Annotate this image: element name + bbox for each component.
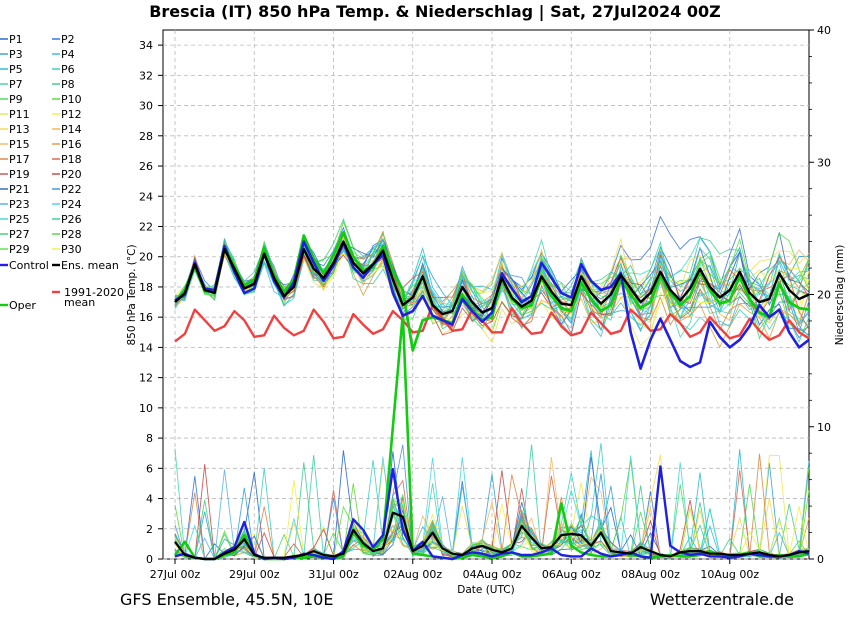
legend-label-p15: P15 [9, 138, 30, 151]
legend-label-p12: P12 [61, 108, 82, 121]
legend-label-p14: P14 [61, 123, 82, 136]
series-line-oper [173, 231, 810, 352]
y2-tick-label: 10 [817, 421, 831, 434]
y-tick-label: 16 [139, 311, 153, 324]
y2-tick-label: 20 [817, 289, 831, 302]
y-tick-label: 32 [139, 69, 153, 82]
y-tick-label: 26 [139, 160, 153, 173]
legend-label-p29: P29 [9, 243, 30, 256]
legend-label-p23: P23 [9, 198, 30, 211]
y-tick-label: 0 [146, 553, 153, 566]
y-tick-label: 10 [139, 402, 153, 415]
legend-label-p21: P21 [9, 183, 30, 196]
series-line-1991-2020-mean [174, 303, 810, 343]
chart-title: Brescia (IT) 850 hPa Temp. & Niederschla… [149, 2, 721, 22]
footer-source: GFS Ensemble, 45.5N, 10E [120, 590, 333, 609]
y-tick-label: 8 [146, 432, 153, 445]
legend-label-p7: P7 [9, 78, 23, 91]
legend-label-1991-2020-mean: 1991-2020 mean [64, 286, 124, 309]
y-tick-label: 30 [139, 100, 153, 113]
y-tick-label: 34 [139, 39, 153, 52]
x-tick-label: 31Jul 00z [308, 568, 359, 581]
legend-label-p27: P27 [9, 228, 30, 241]
y2-axis-label: Niederschlag (mm) [834, 245, 846, 346]
x-tick-label: 29Jul 00z [229, 568, 280, 581]
legend-label-p2: P2 [61, 33, 75, 46]
x-tick-label: 06Aug 00z [542, 568, 601, 581]
legend-label-oper: Oper [9, 299, 36, 312]
legend-label-p19: P19 [9, 168, 30, 181]
legend-label-ens-mean: Ens. mean [61, 259, 119, 272]
x-tick-label: 27Jul 00z [150, 568, 201, 581]
legend: P1 P2 P3 P4 P5 P6 P7 P8 P9 P10 P11 P12 P13 P14 P15 P16 P… [0, 33, 124, 312]
legend-label-p5: P5 [9, 63, 23, 76]
legend-label-p1: P1 [9, 33, 23, 46]
x-tick-label: 10Aug 00z [700, 568, 759, 581]
legend-label-p20: P20 [61, 168, 82, 181]
y-tick-label: 22 [139, 220, 153, 233]
legend-label-p16: P16 [61, 138, 82, 151]
x-tick-label: 02Aug 00z [383, 568, 442, 581]
legend-label-p25: P25 [9, 213, 30, 226]
legend-label-p18: P18 [61, 153, 82, 166]
y-tick-label: 20 [139, 251, 153, 264]
legend-label-p22: P22 [61, 183, 82, 196]
legend-label-p6: P6 [61, 63, 75, 76]
x-tick-label: 08Aug 00z [621, 568, 680, 581]
y-tick-label: 2 [146, 523, 153, 536]
legend-label-p9: P9 [9, 93, 23, 106]
series-line-ens-mean [174, 240, 810, 316]
main-series [173, 231, 810, 561]
legend-label-p17: P17 [9, 153, 30, 166]
legend-label-p10: P10 [61, 93, 82, 106]
legend-label-p26: P26 [61, 213, 82, 226]
y2-tick-label: 30 [817, 156, 831, 169]
y-tick-label: 14 [139, 341, 153, 354]
legend-label-p8: P8 [61, 78, 75, 91]
y2-tick-label: 40 [817, 24, 831, 37]
y2-tick-label: 0 [817, 553, 824, 566]
series-line-ens-mean-precip [174, 511, 810, 561]
y-tick-label: 18 [139, 281, 153, 294]
y-tick-label: 4 [146, 493, 153, 506]
y-tick-label: 6 [146, 462, 153, 475]
member-temp-line-p5 [174, 240, 810, 326]
y-tick-label: 28 [139, 130, 153, 143]
legend-label-p24: P24 [61, 198, 82, 211]
legend-label-p13: P13 [9, 123, 30, 136]
legend-label-p11: P11 [9, 108, 30, 121]
footer-site: Wetterzentrale.de [650, 590, 794, 609]
x-axis-ticks: 27Jul 00z 29Jul 00z 31Jul 00z 02Aug 00z 04Au… [150, 559, 759, 581]
legend-label-control: Control [9, 259, 49, 272]
x-axis-label: Date (UTC) [457, 584, 514, 596]
y-tick-label: 24 [139, 190, 153, 203]
x-tick-label: 04Aug 00z [463, 568, 522, 581]
y-axis-label: 850 hPa Temp. (°C) [126, 244, 138, 345]
y-tick-label: 12 [139, 372, 153, 385]
legend-label-p28: P28 [61, 228, 82, 241]
legend-label-p30: P30 [61, 243, 82, 256]
y2-axis-ticks: 0 10 20 30 40 [809, 24, 831, 566]
legend-label-p4: P4 [61, 48, 75, 61]
legend-label-p3: P3 [9, 48, 23, 61]
